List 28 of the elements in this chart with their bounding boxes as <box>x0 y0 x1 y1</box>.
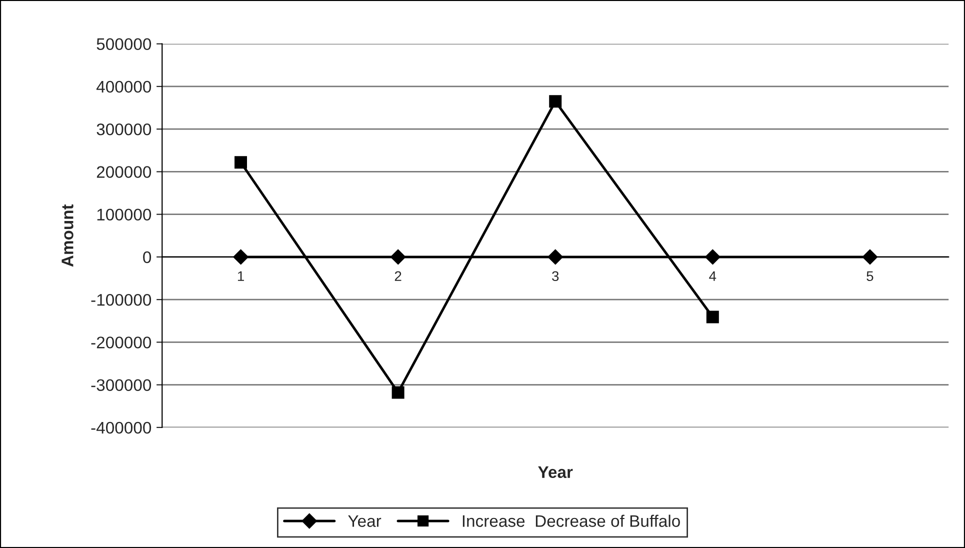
y-tick-label: -400000 <box>91 422 152 434</box>
y-tick-label: -300000 <box>91 379 152 392</box>
point <box>862 249 878 265</box>
y-tick-label: 500000 <box>96 38 152 50</box>
point <box>705 249 720 265</box>
y-tick-label: -200000 <box>91 336 152 348</box>
x-tick-label: 5 <box>866 271 874 282</box>
legend-label: Year <box>348 515 382 527</box>
point <box>392 386 404 399</box>
y-tick-label: -100000 <box>91 294 152 306</box>
point <box>233 249 248 265</box>
point <box>706 310 719 324</box>
x-tick-label: 4 <box>709 271 716 281</box>
point <box>549 95 562 108</box>
x-axis-title: Year <box>538 466 573 478</box>
y-axis-title: Amount <box>62 204 74 267</box>
y-tick-label: 400000 <box>96 80 152 93</box>
y-tick-label: 300000 <box>96 123 152 136</box>
x-tick-label: 2 <box>394 271 402 281</box>
point <box>548 249 563 265</box>
y-tick-label: 0 <box>143 251 152 264</box>
point <box>234 156 248 169</box>
x-tick-label: 1 <box>238 271 244 281</box>
point <box>390 249 406 265</box>
legend-label: Increase Decrease of Buffalo <box>462 514 680 527</box>
y-tick-label: 100000 <box>97 208 152 221</box>
x-tick-label: 3 <box>552 271 559 282</box>
y-tick-label: 200000 <box>96 166 152 178</box>
